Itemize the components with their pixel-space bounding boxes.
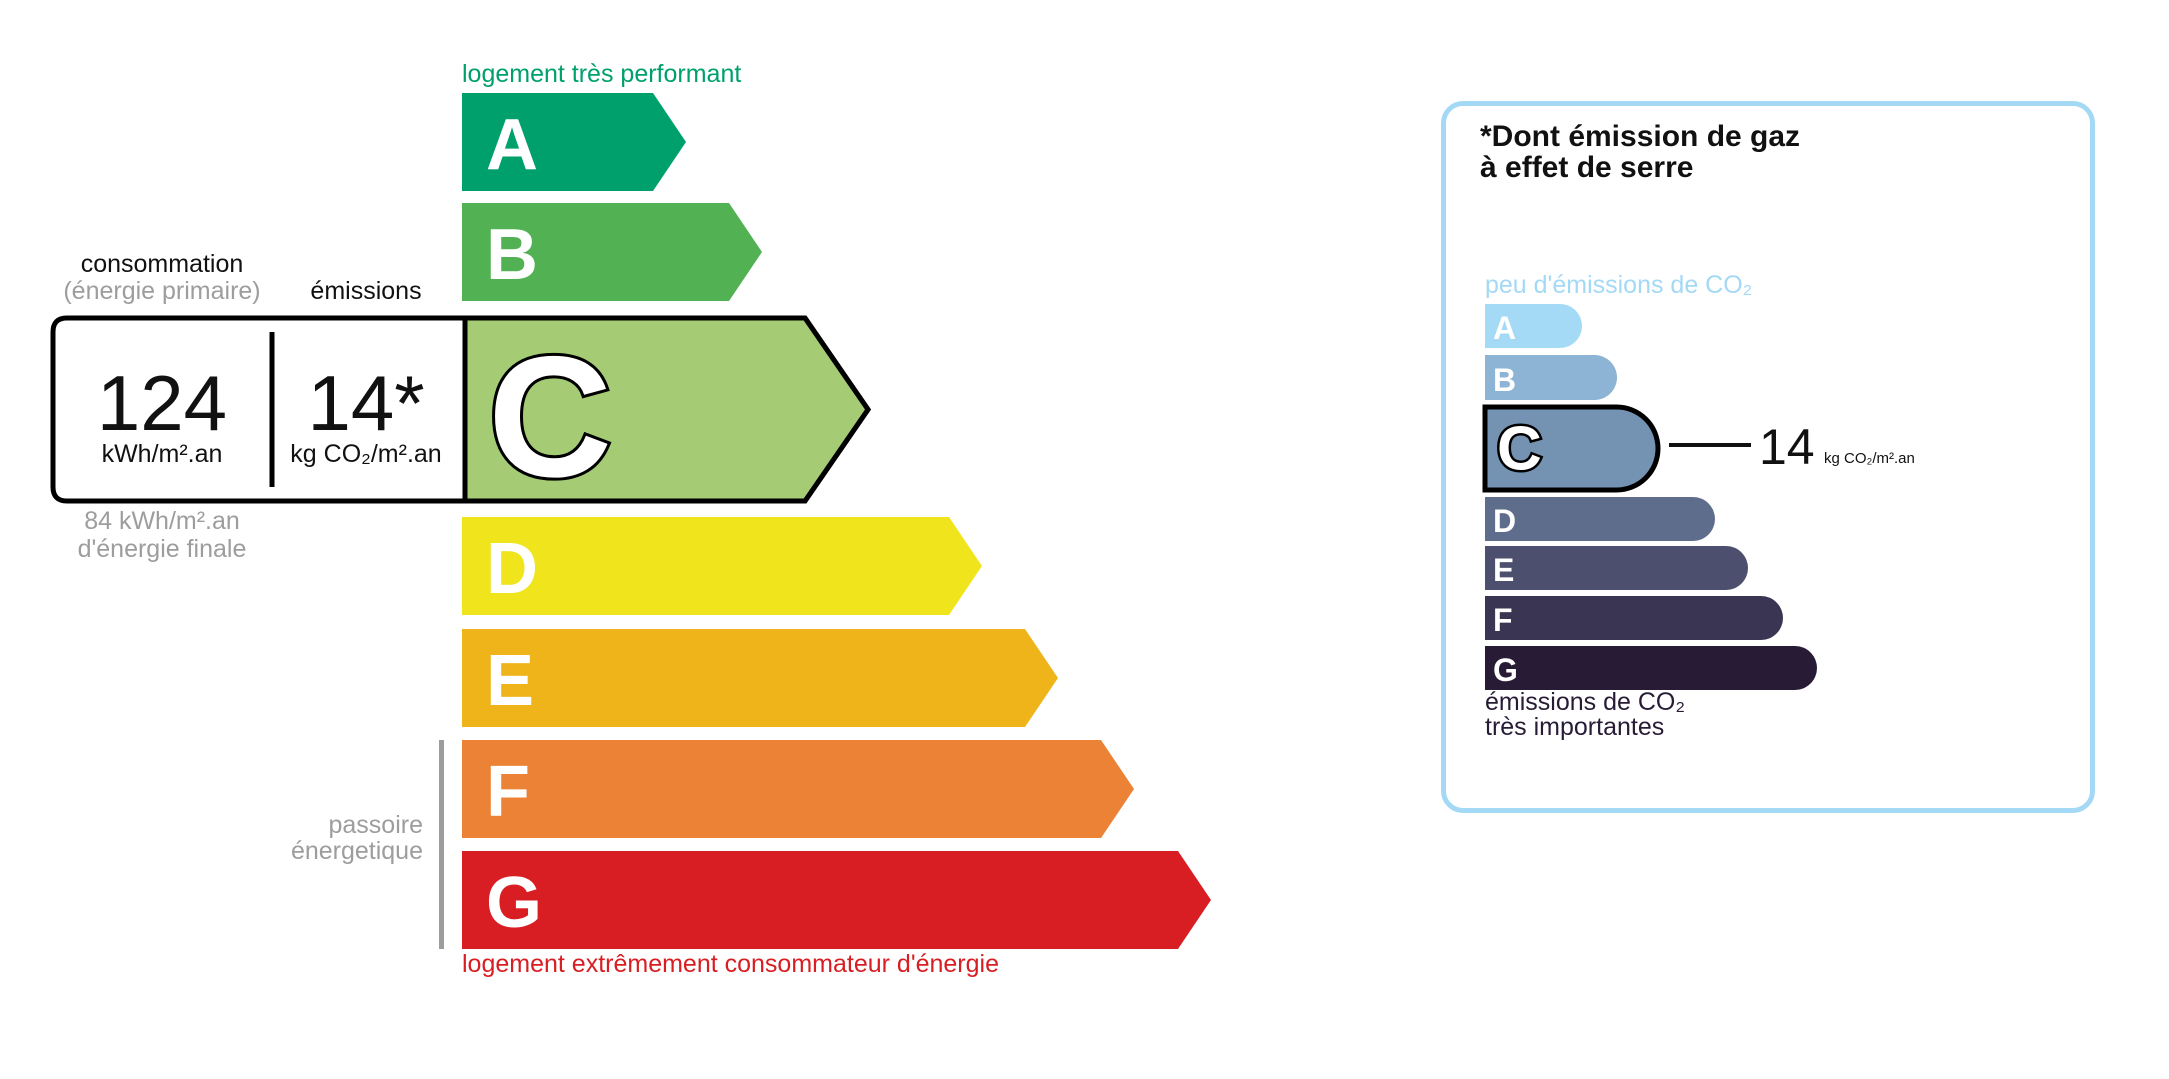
- ges-top-label: peu d'émissions de CO₂: [1485, 271, 1753, 299]
- ges-title-line1: *Dont émission de gaz: [1480, 120, 1801, 153]
- energy-bar-c: [462, 315, 872, 504]
- ges-unit: kg CO₂/m².an: [1824, 450, 1915, 467]
- ges-title: *Dont émission de gaz à effet de serre: [1480, 121, 1800, 183]
- ges-bottom-label-line1: émissions de CO₂: [1485, 688, 1686, 716]
- energy-letter-f: F: [486, 752, 530, 832]
- energy-letter-b: B: [486, 215, 538, 295]
- passoire-label: passoire énergetique: [291, 812, 423, 864]
- ges-bar-a: [1485, 304, 1582, 348]
- ges-value-leader-line: [1669, 443, 1751, 447]
- passoire-label-line2: énergetique: [290, 837, 423, 865]
- final-energy-label: d'énergie finale: [77, 535, 247, 563]
- ges-bar-e: [1485, 546, 1748, 590]
- ges-value: 14: [1759, 419, 1815, 475]
- top-label: logement très performant: [462, 60, 742, 88]
- energy-letter-e: E: [486, 641, 534, 721]
- ges-bottom-label-line2: très importantes: [1485, 713, 1665, 741]
- energy-bar-f: [462, 740, 1134, 838]
- consumption-value: 124: [96, 359, 228, 447]
- ges-panel: [1441, 101, 2095, 813]
- ges-letter-e: E: [1493, 552, 1514, 588]
- ges-letter-b: B: [1493, 362, 1516, 398]
- ges-bar-c: [1482, 404, 1661, 493]
- energy-bar-e: [462, 629, 1058, 727]
- passoire-label-line1: passoire: [328, 811, 424, 839]
- ges-letter-c: C: [1497, 414, 1542, 483]
- emissions-unit: kg CO₂/m².an: [290, 440, 442, 468]
- consumption-unit: kWh/m².an: [101, 440, 223, 468]
- passoire-bracket: [439, 740, 444, 949]
- final-energy-value: 84 kWh/m².an: [84, 507, 240, 535]
- emissions-header: émissions: [310, 277, 422, 305]
- ges-title-line2: à effet de serre: [1480, 151, 1694, 184]
- ges-bar-f: [1485, 596, 1783, 640]
- energy-bar-b: [462, 203, 762, 301]
- energy-letter-c: C: [488, 321, 612, 513]
- energy-letter-g: G: [486, 863, 542, 943]
- consumption-header: consommation: [80, 250, 244, 278]
- ges-letter-g: G: [1493, 652, 1518, 688]
- emissions-value: 14*: [307, 359, 425, 447]
- ges-bar-b: [1485, 355, 1617, 400]
- ges-letter-a: A: [1493, 310, 1516, 346]
- energy-letter-a: A: [486, 105, 538, 185]
- energy-letter-d: D: [486, 529, 538, 609]
- energy-bar-g: [462, 851, 1211, 949]
- bottom-label: logement extrêmement consommateur d'éner…: [462, 950, 999, 978]
- ges-bottom-label: émissions de CO₂ très importantes: [1485, 690, 1685, 740]
- energy-bar-a: [462, 93, 686, 191]
- energy-bar-d: [462, 517, 982, 615]
- consumption-subheader: (énergie primaire): [63, 277, 261, 305]
- ges-bar-g: [1485, 646, 1817, 690]
- ges-letter-f: F: [1493, 602, 1513, 638]
- ges-letter-d: D: [1493, 503, 1516, 539]
- ges-bar-d: [1485, 497, 1715, 541]
